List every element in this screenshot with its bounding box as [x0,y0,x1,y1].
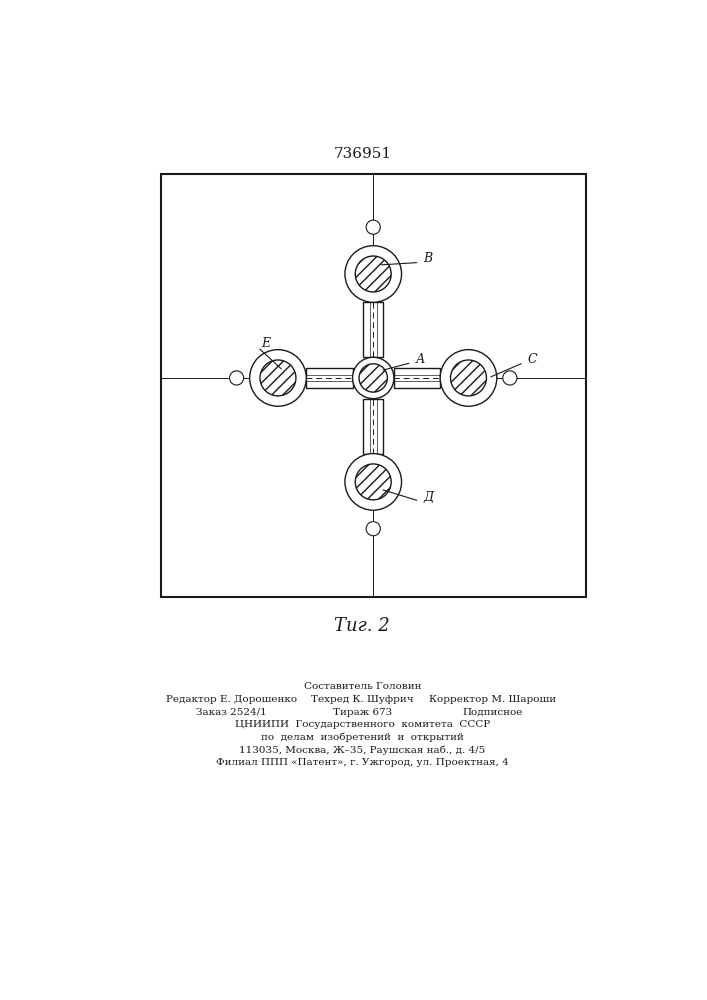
Text: Заказ 2524/1: Заказ 2524/1 [197,708,267,717]
Text: А: А [416,353,425,366]
Bar [306,368,353,388]
Text: Редактор Е. Дорошенко: Редактор Е. Дорошенко [166,695,297,704]
Circle shape [503,371,517,385]
Text: ЦНИИПИ  Государственного  комитета  СССР: ЦНИИПИ Государственного комитета СССР [235,720,490,729]
Text: С: С [527,353,537,366]
Bar [363,399,383,454]
Text: Тираж 673: Тираж 673 [333,708,392,717]
Circle shape [450,360,486,396]
Circle shape [440,350,497,406]
Circle shape [353,357,394,399]
Bar [363,302,383,357]
Circle shape [345,454,402,510]
Text: по  делам  изобретений  и  открытий: по делам изобретений и открытий [261,733,464,742]
Circle shape [355,464,391,500]
Text: 736951: 736951 [333,147,392,161]
Text: В: В [423,252,433,265]
Bar [161,174,585,597]
Circle shape [359,364,387,392]
Text: Τиг. 2: Τиг. 2 [334,617,390,635]
Circle shape [366,220,380,234]
Circle shape [250,350,306,406]
Circle shape [345,246,402,302]
Text: Техред К. Шуфрич: Техред К. Шуфрич [311,695,414,704]
Text: Д: Д [423,491,433,504]
Text: Составитель Головин: Составитель Головин [303,682,421,691]
Text: Филиал ППП «Патент», г. Ужгород, ул. Проектная, 4: Филиал ППП «Патент», г. Ужгород, ул. Про… [216,758,509,767]
Text: Е: Е [262,337,271,350]
Circle shape [230,371,244,385]
Circle shape [260,360,296,396]
Text: 113035, Москва, Ж–35, Раушская наб., д. 4/5: 113035, Москва, Ж–35, Раушская наб., д. … [239,746,486,755]
Circle shape [366,522,380,536]
Bar [394,368,440,388]
Circle shape [355,256,391,292]
Text: Корректор М. Шароши: Корректор М. Шароши [429,695,556,704]
Text: Подписное: Подписное [463,708,523,717]
